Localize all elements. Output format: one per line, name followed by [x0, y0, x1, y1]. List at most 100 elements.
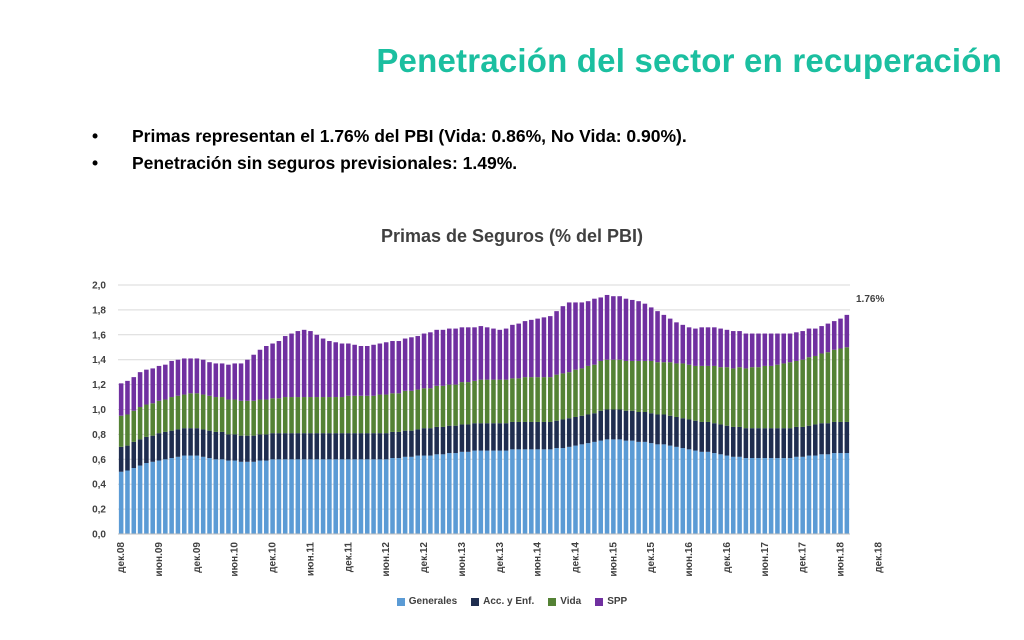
x-tick-label: дек.12: [419, 542, 430, 573]
bar-segment-acc-y-enf: [819, 423, 824, 455]
bar-segment-generales: [497, 450, 503, 534]
bar-segment-spp: [705, 327, 711, 366]
bar-segment-generales: [756, 458, 761, 534]
bar-segment-vida: [377, 394, 383, 434]
bar-segment-vida: [339, 397, 345, 434]
bar-segment-generales: [762, 458, 768, 534]
legend-item-acc-enf: Acc. y Enf.: [471, 596, 534, 607]
bar-segment-acc-y-enf: [150, 435, 155, 462]
bar-segment-generales: [137, 465, 143, 534]
bar-segment-generales: [516, 449, 521, 534]
bar-segment-acc-y-enf: [371, 433, 376, 460]
bar-segment-vida: [440, 385, 446, 427]
bar-segment-generales: [478, 450, 484, 534]
bar-segment-spp: [472, 327, 477, 381]
x-tick-label: дек.11: [343, 542, 354, 573]
bar-segment-spp: [226, 364, 231, 400]
bar-segment-vida: [819, 353, 824, 424]
bar-segment-vida: [213, 397, 219, 432]
y-tick-label: 0,0: [92, 530, 106, 541]
bar-segment-spp: [352, 344, 357, 396]
bar-segment-acc-y-enf: [844, 421, 850, 454]
bar-segment-generales: [465, 451, 471, 534]
bar-segment-generales: [648, 443, 654, 534]
bar-segment-spp: [535, 318, 540, 378]
bar-segment-spp: [806, 328, 812, 358]
bar-segment-generales: [226, 460, 231, 534]
bar-segment-generales: [686, 449, 692, 534]
bar-segment-vida: [396, 393, 402, 432]
bar-segment-vida: [781, 363, 787, 429]
bar-segment-vida: [125, 414, 130, 446]
bar-segment-acc-y-enf: [232, 434, 238, 461]
bar-segment-generales: [327, 459, 332, 534]
bar-segment-spp: [825, 323, 831, 353]
bar-segment-vida: [535, 377, 540, 422]
bar-segment-acc-y-enf: [648, 413, 654, 444]
legend-swatch-vida: [548, 597, 557, 606]
x-tick-label: дек.14: [571, 542, 582, 573]
bar-segment-acc-y-enf: [181, 428, 187, 456]
bar-segment-vida: [541, 377, 547, 422]
bar-segment-generales: [194, 455, 200, 534]
bar-segment-acc-y-enf: [188, 428, 193, 456]
bar-segment-acc-y-enf: [516, 421, 521, 450]
bar-segment-generales: [409, 456, 414, 534]
bar-segment-generales: [813, 455, 818, 534]
bar-segment-generales: [535, 449, 540, 534]
bar-segment-spp: [364, 346, 370, 396]
bar-segment-acc-y-enf: [794, 426, 799, 457]
bar-segment-generales: [844, 453, 850, 534]
x-tick-label: дек.16: [722, 542, 733, 573]
bar-segment-generales: [560, 448, 566, 534]
bar-segment-spp: [383, 342, 389, 395]
y-tick-label: 2,0: [92, 281, 106, 292]
bar-segment-spp: [440, 329, 446, 386]
bar-segment-acc-y-enf: [611, 409, 616, 440]
bar-segment-spp: [674, 322, 679, 364]
bar-segment-generales: [667, 445, 673, 534]
bar-segment-acc-y-enf: [390, 431, 395, 459]
bar-segment-spp: [775, 333, 780, 365]
bar-segment-generales: [585, 443, 591, 534]
bar-segment-acc-y-enf: [825, 423, 831, 455]
bar-segment-generales: [346, 459, 351, 534]
x-tick-label: июн.09: [154, 542, 165, 577]
bar-segment-spp: [453, 328, 458, 385]
bar-segment-acc-y-enf: [510, 421, 515, 450]
bar-segment-acc-y-enf: [693, 420, 698, 451]
bar-segment-vida: [295, 397, 301, 434]
bar-segment-generales: [617, 439, 622, 534]
bar-segment-vida: [794, 360, 799, 427]
y-tick-label: 1,8: [92, 305, 106, 316]
bar-segment-generales: [636, 441, 641, 534]
bar-segment-acc-y-enf: [421, 428, 427, 456]
bar-segment-vida: [402, 390, 408, 431]
bullet-marker: •: [92, 126, 99, 146]
bar-segment-vida: [566, 372, 572, 419]
bar-segment-generales: [163, 459, 168, 534]
bar-segment-spp: [232, 363, 238, 400]
bar-segment-acc-y-enf: [245, 435, 250, 462]
bar-segment-vida: [737, 367, 742, 427]
bar-segment-generales: [383, 459, 389, 534]
bar-segment-acc-y-enf: [163, 431, 168, 460]
bar-segment-spp: [131, 377, 137, 411]
bar-segment-acc-y-enf: [282, 433, 288, 460]
bar-segment-vida: [598, 360, 604, 411]
bar-segment-spp: [402, 338, 408, 391]
bar-segment-spp: [547, 316, 553, 378]
bar-segment-generales: [825, 454, 831, 534]
bar-segment-spp: [308, 331, 313, 398]
bar-segment-spp: [371, 344, 376, 396]
bar-segment-acc-y-enf: [630, 410, 635, 441]
bullet-list: • Primas representan el 1.76% del PBI (V…: [92, 123, 687, 177]
bar-segment-vida: [693, 365, 698, 421]
bar-segment-generales: [364, 459, 370, 534]
bar-segment-generales: [459, 451, 465, 534]
bar-segment-acc-y-enf: [131, 441, 137, 469]
bar-segment-generales: [125, 470, 130, 534]
bar-segment-acc-y-enf: [314, 433, 320, 460]
bar-segment-generales: [295, 459, 301, 534]
bar-segment-generales: [566, 446, 572, 534]
